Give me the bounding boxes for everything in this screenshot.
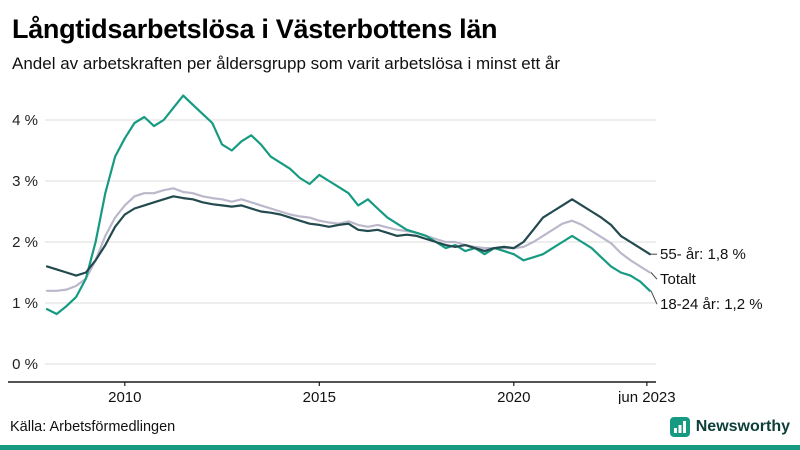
end-label: Totalt <box>660 271 697 288</box>
y-axis-tick-label: 2 % <box>12 234 38 251</box>
series-line-youth <box>45 94 652 316</box>
series-line-senior <box>45 195 652 277</box>
logo-bar-medium <box>678 425 682 433</box>
logo-bar-tall <box>682 421 686 433</box>
chart-title: Långtidsarbetslösa i Västerbottens län <box>12 14 498 44</box>
newsworthy-brand: Newsworthy <box>669 417 790 437</box>
x-axis-tick-label: jun 2023 <box>617 389 676 404</box>
chart-footer: Källa: Arbetsförmedlingen Newsworthy <box>0 417 800 445</box>
x-axis-tick-label: 2010 <box>108 389 141 404</box>
chart-subtitle: Andel av arbetskraften per åldersgrupp s… <box>12 54 561 74</box>
end-label: 55- år: 1,8 % <box>660 246 746 263</box>
y-axis-tick-label: 4 % <box>12 112 38 129</box>
end-label-connector <box>650 290 658 305</box>
logo-bar-short <box>673 428 677 433</box>
series-line-total <box>45 187 652 292</box>
end-label: 18-24 år: 1,2 % <box>660 296 763 313</box>
chart-header: Långtidsarbetslösa i Västerbottens län A… <box>0 0 800 74</box>
end-label-connector <box>650 272 658 280</box>
x-axis-tick-label: 2020 <box>497 389 530 404</box>
x-axis-tick-label: 2015 <box>303 389 336 404</box>
y-axis-tick-label: 3 % <box>12 173 38 190</box>
newsworthy-logo-icon <box>669 417 690 437</box>
y-axis-tick-label: 1 % <box>12 295 38 312</box>
brand-name: Newsworthy <box>695 418 790 435</box>
accent-bottom-bar <box>0 445 800 450</box>
source-note: Källa: Arbetsförmedlingen <box>10 419 176 435</box>
chart-svg: 0 % 1 % 2 % 3 % 4 % 2010 2015 2020 jun 2023 55- å… <box>8 94 763 404</box>
y-axis-tick-label: 0 % <box>12 356 38 373</box>
